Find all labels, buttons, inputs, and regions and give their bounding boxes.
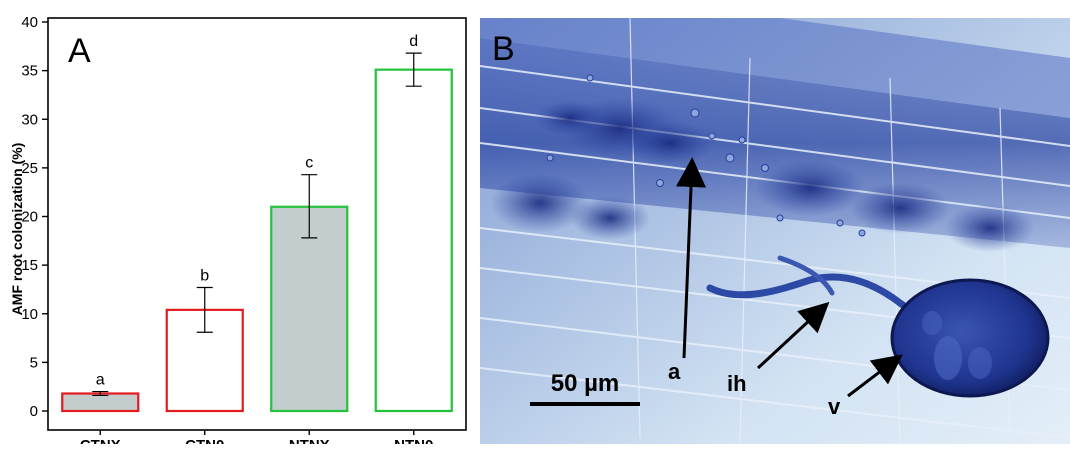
bar [61,392,140,413]
y-tick-label: 35 [21,63,38,80]
significance-letters: a b c d [96,33,418,388]
cell-walls [480,18,1070,444]
lipid-droplets [546,74,866,237]
y-axis: 0 5 10 15 20 25 30 35 40 [21,14,48,420]
y-tick-label: 40 [21,14,38,31]
error-bars [92,52,422,397]
arbuscule-clusters [490,98,1035,252]
label-vesicle: v [828,394,841,419]
x-tick-label: CTNX [80,437,121,444]
bar [374,68,453,413]
bar-chart: 0 5 10 15 20 25 30 35 40 a b c d CTNX CTN0 NTNX NTN0 A… [9,14,467,449]
x-tick-label: NTN0 [394,437,433,444]
micrograph-panel: a ih v 50 µm B [480,18,1070,444]
y-tick-label: 30 [21,111,38,128]
significance-letter: d [409,33,418,50]
label-arbuscule: a [668,359,681,384]
micrograph-image: a ih v 50 µm B [480,18,1070,444]
y-tick-label: 20 [21,209,38,226]
x-tick-label: CTN0 [185,437,224,444]
y-tick-label: 15 [21,257,38,274]
y-tick-label: 10 [21,306,38,323]
y-tick-label: 0 [30,403,38,420]
intraradical-hypha [706,273,914,314]
x-tick-label: NTNX [289,437,330,444]
panel-a-letter: A [68,32,91,70]
significance-letter: b [200,267,209,284]
arrow-arbuscule [676,157,707,359]
y-tick-label: 25 [21,160,38,177]
bars [61,68,453,413]
bar [270,205,349,413]
arrow-vesicle [847,354,903,398]
label-intraradical-hypha: ih [727,371,747,396]
scale-bar-label: 50 µm [551,370,620,397]
significance-letter: a [96,372,105,389]
significance-letter: c [305,155,313,172]
y-axis-label: AMF root colonization (%) [9,143,25,316]
vesicle [890,278,1050,398]
panel-b-letter: B [492,30,515,68]
chart-panel: 0 5 10 15 20 25 30 35 40 a b c d CTNX CTN0 NTNX NTN0 A… [0,0,470,449]
plot-frame [47,17,467,431]
x-tick-labels: CTNX CTN0 NTNX NTN0 [80,430,433,449]
y-tick-label: 5 [30,354,38,371]
arrow-hypha [756,301,830,370]
